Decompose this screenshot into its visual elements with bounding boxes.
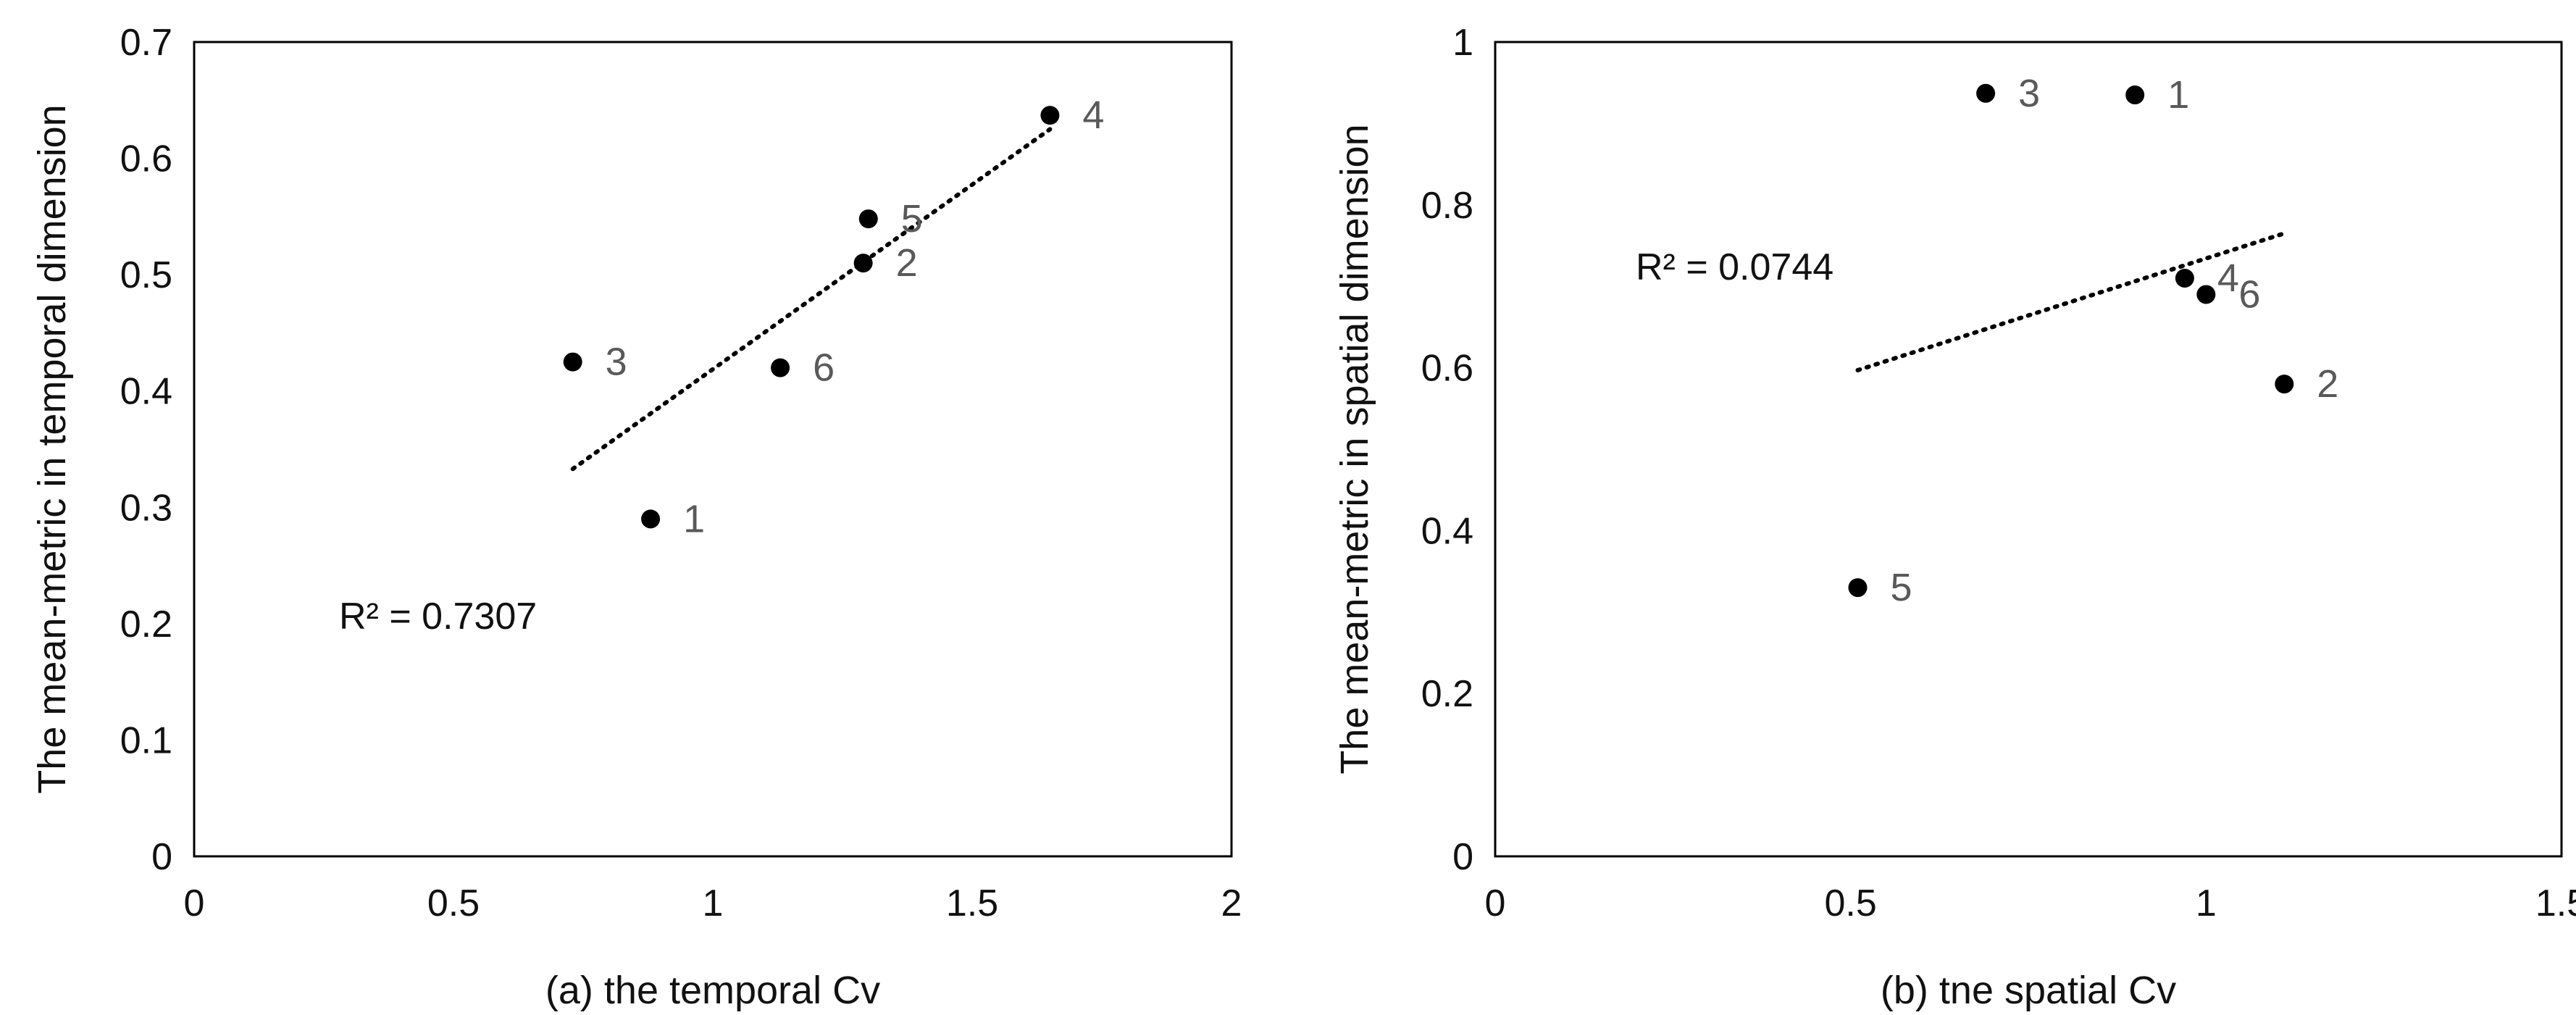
- data-point: [858, 209, 878, 229]
- trendline-a: [570, 127, 1053, 472]
- x-tick-label-a: 1.5: [946, 882, 998, 924]
- y-tick-label-a: 0.7: [120, 22, 172, 64]
- data-point: [771, 358, 790, 377]
- data-point-label: 5: [901, 197, 923, 241]
- x-tick-label-b: 1.5: [2535, 882, 2576, 924]
- data-point-label: 1: [683, 497, 705, 540]
- data-points-b: 1 2 3 4 5 6: [1848, 72, 2338, 609]
- r-squared-label-b: R² = 0.0744: [1636, 246, 1833, 288]
- x-axis-title-b: (b) tne spatial Cv: [1881, 969, 2176, 1012]
- y-axis-title-b: The mean-metric in spatial dimension: [1333, 124, 1376, 774]
- x-tick-labels-b: 0 0.5 1 1.5: [1485, 882, 2576, 924]
- y-tick-labels-b: 0 0.2 0.4 0.6 0.8 1: [1421, 22, 1473, 878]
- x-tick-label-a: 1: [703, 882, 724, 924]
- data-point: [2125, 85, 2145, 105]
- y-tick-labels-a: 0 0.1 0.2 0.3 0.4 0.5 0.6 0.7: [120, 22, 172, 878]
- x-tick-label-b: 0.5: [1825, 882, 1877, 924]
- plot-frame-a: [193, 41, 1233, 858]
- y-tick-label-b: 0: [1452, 836, 1473, 878]
- y-tick-label-a: 0.5: [120, 254, 172, 296]
- trendline-b: [1855, 231, 2287, 372]
- chart-panel-b: 0 0.5 1 1.5 0 0.2 0.4 0.6 0.8 1 1 2 3 4 5 6 R² = 0.07…: [1333, 22, 2576, 1012]
- y-tick-label-a: 0.2: [120, 603, 172, 646]
- x-tick-label-a: 0.5: [427, 882, 480, 924]
- data-point: [1976, 83, 1996, 103]
- data-points-a: 1 2 3 4 5 6: [563, 93, 1104, 540]
- x-tick-labels-a: 0 0.5 1 1.5 2: [184, 882, 1242, 924]
- data-point-label: 1: [2167, 73, 2189, 117]
- x-tick-label-b: 1: [2196, 882, 2217, 924]
- r-squared-label-a: R² = 0.7307: [339, 596, 537, 638]
- data-point-label: 6: [813, 346, 835, 390]
- data-point-label: 3: [2018, 72, 2040, 115]
- y-tick-label-b: 0.4: [1421, 510, 1473, 552]
- y-axis-title-a: The mean-metric in temporal dimension: [30, 104, 74, 793]
- data-point: [1040, 106, 1060, 125]
- x-tick-label-b: 0: [1485, 882, 1506, 924]
- y-tick-label-a: 0: [151, 836, 172, 878]
- chart-panel-a: 0 0.5 1 1.5 2 00.10.20.30.40.50.60.7 123456 …: [30, 22, 1242, 1012]
- data-point-label: 5: [1890, 566, 1912, 609]
- data-point-label: 3: [606, 341, 627, 384]
- y-tick-label-b: 1: [1452, 22, 1473, 64]
- plot-frame-b: [1494, 41, 2563, 858]
- y-tick-label-a: 0.4: [120, 371, 172, 413]
- data-point: [2275, 375, 2294, 394]
- y-tick-label-b: 0.2: [1421, 673, 1473, 715]
- x-tick-label-a: 0: [184, 882, 205, 924]
- y-tick-label-b: 0.8: [1421, 185, 1473, 227]
- data-point-label: 2: [2317, 362, 2338, 406]
- y-tick-label-b: 0.6: [1421, 348, 1473, 390]
- data-point-label: 4: [1082, 93, 1104, 137]
- data-point: [563, 352, 582, 372]
- data-point-label: 4: [2217, 256, 2239, 300]
- data-point: [853, 254, 873, 273]
- data-point: [641, 509, 661, 529]
- x-tick-label-a: 2: [1221, 882, 1242, 924]
- data-point: [2196, 285, 2216, 304]
- x-axis-title-a: (a) the temporal Cv: [545, 969, 880, 1012]
- y-tick-label-a: 0.1: [120, 719, 172, 761]
- y-tick-label-a: 0.6: [120, 138, 172, 180]
- y-tick-label-a: 0.3: [120, 487, 172, 529]
- data-point-label: 2: [896, 241, 918, 285]
- data-point: [2175, 268, 2194, 288]
- data-point: [1848, 578, 1868, 598]
- data-point-label: 6: [2238, 272, 2260, 316]
